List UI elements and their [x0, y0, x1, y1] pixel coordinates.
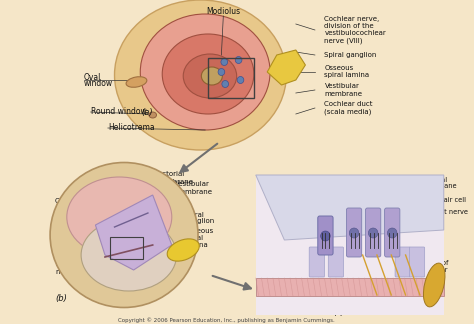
Text: Stria
vascularis: Stria vascularis — [55, 214, 91, 226]
Text: Copyright © 2006 Pearson Education, Inc., publishing as Benjamin Cummings.: Copyright © 2006 Pearson Education, Inc.… — [118, 317, 335, 323]
FancyBboxPatch shape — [328, 247, 344, 277]
FancyBboxPatch shape — [410, 247, 425, 277]
Text: Osseous
spiral
lamina: Osseous spiral lamina — [184, 228, 213, 248]
Text: Tectorial
membrane: Tectorial membrane — [155, 171, 193, 184]
Circle shape — [221, 59, 228, 65]
FancyBboxPatch shape — [395, 247, 410, 277]
Circle shape — [387, 228, 397, 238]
Text: Basilar
membrane: Basilar membrane — [55, 261, 93, 274]
Circle shape — [235, 56, 242, 64]
Ellipse shape — [140, 14, 270, 130]
Ellipse shape — [201, 67, 222, 85]
Text: Cochlear duct
(scala media): Cochlear duct (scala media) — [55, 198, 104, 212]
Ellipse shape — [167, 239, 199, 261]
FancyBboxPatch shape — [256, 175, 444, 315]
Text: Fibers of
cochlear
nerve: Fibers of cochlear nerve — [420, 260, 448, 280]
Text: Cochlear nerve,
division of the
vestibulocochlear
nerve (VIII): Cochlear nerve, division of the vestibul… — [325, 16, 386, 44]
Text: Outer hair cells: Outer hair cells — [258, 207, 309, 213]
Ellipse shape — [183, 54, 237, 98]
FancyBboxPatch shape — [384, 208, 400, 257]
Text: Scala
tympani: Scala tympani — [94, 248, 126, 268]
FancyArrowPatch shape — [181, 144, 217, 172]
FancyBboxPatch shape — [309, 247, 325, 277]
Text: (b): (b) — [55, 294, 67, 303]
Circle shape — [237, 76, 244, 84]
Text: (c): (c) — [333, 307, 344, 317]
Polygon shape — [95, 195, 172, 270]
Text: Helicotrema: Helicotrema — [108, 123, 155, 133]
Text: Spiral
ganglion: Spiral ganglion — [184, 212, 214, 225]
Ellipse shape — [126, 77, 147, 87]
Circle shape — [218, 68, 225, 75]
Text: Inner hair cell: Inner hair cell — [420, 197, 466, 203]
FancyBboxPatch shape — [318, 216, 333, 255]
Text: Spiral ganglion: Spiral ganglion — [325, 52, 377, 58]
FancyArrowPatch shape — [213, 276, 251, 290]
Text: window: window — [84, 78, 113, 87]
Text: (a): (a) — [141, 108, 153, 117]
Text: Afferent nerve
fibers: Afferent nerve fibers — [420, 209, 468, 222]
Polygon shape — [256, 175, 444, 240]
Text: Scala
vestibuli: Scala vestibuli — [84, 200, 117, 220]
Circle shape — [368, 228, 378, 238]
Text: Hairs (stereocilia): Hairs (stereocilia) — [258, 179, 317, 185]
FancyBboxPatch shape — [346, 208, 362, 257]
Text: Modiolus: Modiolus — [206, 7, 240, 17]
Circle shape — [349, 228, 359, 238]
Ellipse shape — [67, 177, 172, 257]
Text: Spiral
organ
(of Corti): Spiral organ (of Corti) — [55, 230, 86, 250]
Text: Cochlear duct
(scala media): Cochlear duct (scala media) — [325, 101, 373, 115]
Text: Basilar
membrane: Basilar membrane — [258, 276, 294, 290]
Circle shape — [222, 80, 228, 87]
Ellipse shape — [162, 34, 254, 114]
Ellipse shape — [50, 163, 198, 307]
Text: Oval: Oval — [84, 73, 101, 82]
Ellipse shape — [423, 263, 445, 307]
Text: Vestibular
membrane: Vestibular membrane — [325, 84, 363, 97]
FancyBboxPatch shape — [256, 278, 444, 296]
FancyBboxPatch shape — [365, 208, 381, 257]
Ellipse shape — [115, 0, 286, 150]
Ellipse shape — [149, 112, 156, 118]
Polygon shape — [267, 50, 305, 85]
Text: Round window: Round window — [91, 108, 146, 117]
Ellipse shape — [81, 219, 176, 291]
Text: Tectorial
membrane: Tectorial membrane — [420, 177, 456, 190]
Text: Osseous
spiral lamina: Osseous spiral lamina — [325, 65, 370, 78]
Text: Supporting
cells: Supporting cells — [258, 238, 294, 251]
Circle shape — [320, 231, 330, 241]
Text: Vestibular
membrane: Vestibular membrane — [174, 181, 213, 194]
